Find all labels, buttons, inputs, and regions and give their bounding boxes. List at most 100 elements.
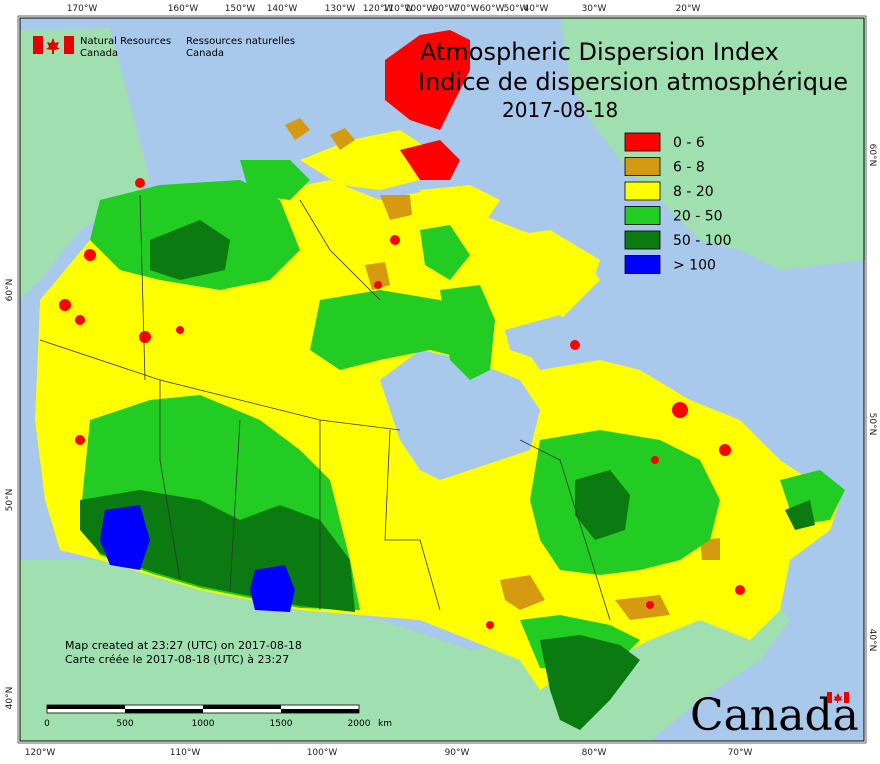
left-tick-label: 60°N xyxy=(5,279,15,302)
red-spot-4 xyxy=(139,331,151,343)
red-spot-5 xyxy=(176,326,184,334)
arctic-red-patch xyxy=(400,140,460,180)
scale-segment xyxy=(281,709,359,713)
scale-label: 2000 xyxy=(348,719,371,729)
scale-unit: km xyxy=(378,719,392,729)
legend-label: > 100 xyxy=(673,258,716,274)
top-tick-label: 90°W xyxy=(433,4,458,14)
bottom-tick-label: 100°W xyxy=(307,748,338,758)
red-spot-6 xyxy=(75,435,85,445)
scale-segment xyxy=(203,705,281,709)
orange-patch-4 xyxy=(365,262,390,290)
top-tick-label: 40°W xyxy=(524,4,549,14)
top-tick-label: 140°W xyxy=(267,4,298,14)
red-spot-1 xyxy=(84,249,96,261)
top-tick-label: 60°W xyxy=(480,4,505,14)
agency-name-fr-1: Ressources naturelles xyxy=(186,36,295,47)
red-spot-ungava xyxy=(570,340,580,350)
scale-segment xyxy=(47,705,125,709)
green-nunavut xyxy=(310,290,470,370)
blue-alberta xyxy=(100,505,150,570)
red-spot-quebec-south xyxy=(646,601,654,609)
top-tick-labels: 170°W 160°W 150°W 140°W 130°W 120°W 110°… xyxy=(67,4,701,14)
wordmark-maple-leaf-icon xyxy=(833,693,843,703)
scale-bar: 0 500 1000 1500 2000 km xyxy=(44,704,392,729)
title-fr: Indice de dispersion atmosphérique xyxy=(418,68,848,96)
red-spot-quebec-north xyxy=(719,444,731,456)
top-tick-label: 170°W xyxy=(67,4,98,14)
wordmark-flag-right xyxy=(844,692,849,703)
red-spot-2 xyxy=(59,299,71,311)
green-hudson-west xyxy=(440,285,495,380)
orange-patch-3 xyxy=(380,195,412,220)
wordmark-flag-left xyxy=(827,692,832,703)
red-spot-7 xyxy=(651,456,659,464)
bottom-tick-label: 120°W xyxy=(25,748,56,758)
maple-leaf-icon xyxy=(46,38,60,54)
flag-bar-right xyxy=(64,36,74,54)
scale-label: 500 xyxy=(116,719,133,729)
orange-patch-ontario xyxy=(500,575,545,610)
baffin-island xyxy=(480,230,600,300)
red-spot-ontario xyxy=(486,621,494,629)
legend-label: 6 - 8 xyxy=(673,160,705,176)
bottom-tick-label: 110°W xyxy=(170,748,201,758)
scale-segment xyxy=(125,709,203,713)
top-tick-label: 70°W xyxy=(455,4,480,14)
scale-label: 0 xyxy=(44,719,50,729)
top-tick-label: 110°W xyxy=(383,4,414,14)
canada-wordmark-text: Canada xyxy=(690,690,859,741)
top-tick-label: 160°W xyxy=(168,4,199,14)
orange-patch-2 xyxy=(330,128,355,150)
canada-wordmark: Canada xyxy=(690,690,859,741)
bottom-tick-label: 80°W xyxy=(582,748,607,758)
top-tick-label: 120°W xyxy=(363,4,394,14)
red-spot-3 xyxy=(75,315,85,325)
top-tick-label: 30°W xyxy=(582,4,607,14)
orange-patch-maritime xyxy=(700,538,720,560)
bottom-tick-label: 90°W xyxy=(445,748,470,758)
green-arctic-1 xyxy=(240,160,310,200)
ellesmere-red xyxy=(385,30,470,130)
legend-swatch xyxy=(624,157,661,176)
map-outer-border xyxy=(17,15,867,744)
top-tick-label: 150°W xyxy=(225,4,256,14)
province-borders xyxy=(39,194,611,621)
arctic-island-1 xyxy=(300,130,430,190)
darkgreen-nwt xyxy=(150,220,230,280)
right-tick-labels: 60°N 50°N 40°N xyxy=(867,144,877,652)
red-spot-labrador xyxy=(672,402,688,418)
orange-patch-1 xyxy=(285,118,310,140)
legend-label: 20 - 50 xyxy=(673,209,723,225)
agency-block: Natural Resources Canada Ressources natu… xyxy=(33,36,295,59)
created-note-fr: Carte créée le 2017-08-18 (UTC) à 23:27 xyxy=(65,653,289,666)
agency-name-en-2: Canada xyxy=(80,48,118,59)
agency-name-fr-2: Canada xyxy=(186,48,224,59)
red-spot-north-yukon xyxy=(135,178,145,188)
scale-label: 1000 xyxy=(192,719,215,729)
red-spot-arctic xyxy=(374,281,382,289)
legend-label: 0 - 6 xyxy=(673,135,705,151)
green-arctic-2 xyxy=(420,225,470,280)
top-tick-label: 130°W xyxy=(325,4,356,14)
top-tick-label: 100°W xyxy=(405,4,436,14)
darkgreen-ontario xyxy=(540,635,640,730)
agency-name-en-1: Natural Resources xyxy=(80,36,171,47)
blue-saskatchewan xyxy=(250,565,295,612)
bottom-tick-label: 70°W xyxy=(728,748,753,758)
darkgreen-newfoundland xyxy=(785,500,815,530)
right-tick-label: 60°N xyxy=(867,144,877,167)
title-en: Atmospheric Dispersion Index xyxy=(420,38,779,66)
bottom-tick-labels: 120°W 110°W 100°W 90°W 80°W 70°W xyxy=(25,748,753,758)
created-note-en: Map created at 23:27 (UTC) on 2017-08-18 xyxy=(65,639,302,652)
right-tick-label: 40°N xyxy=(867,629,877,652)
legend-label: 8 - 20 xyxy=(673,184,714,200)
left-tick-label: 40°N xyxy=(5,687,15,710)
hudson-bay xyxy=(380,350,540,480)
alaska-landmass xyxy=(20,28,150,300)
map-date: 2017-08-18 xyxy=(502,98,618,122)
map-border xyxy=(19,17,865,742)
legend-swatch xyxy=(624,230,661,250)
